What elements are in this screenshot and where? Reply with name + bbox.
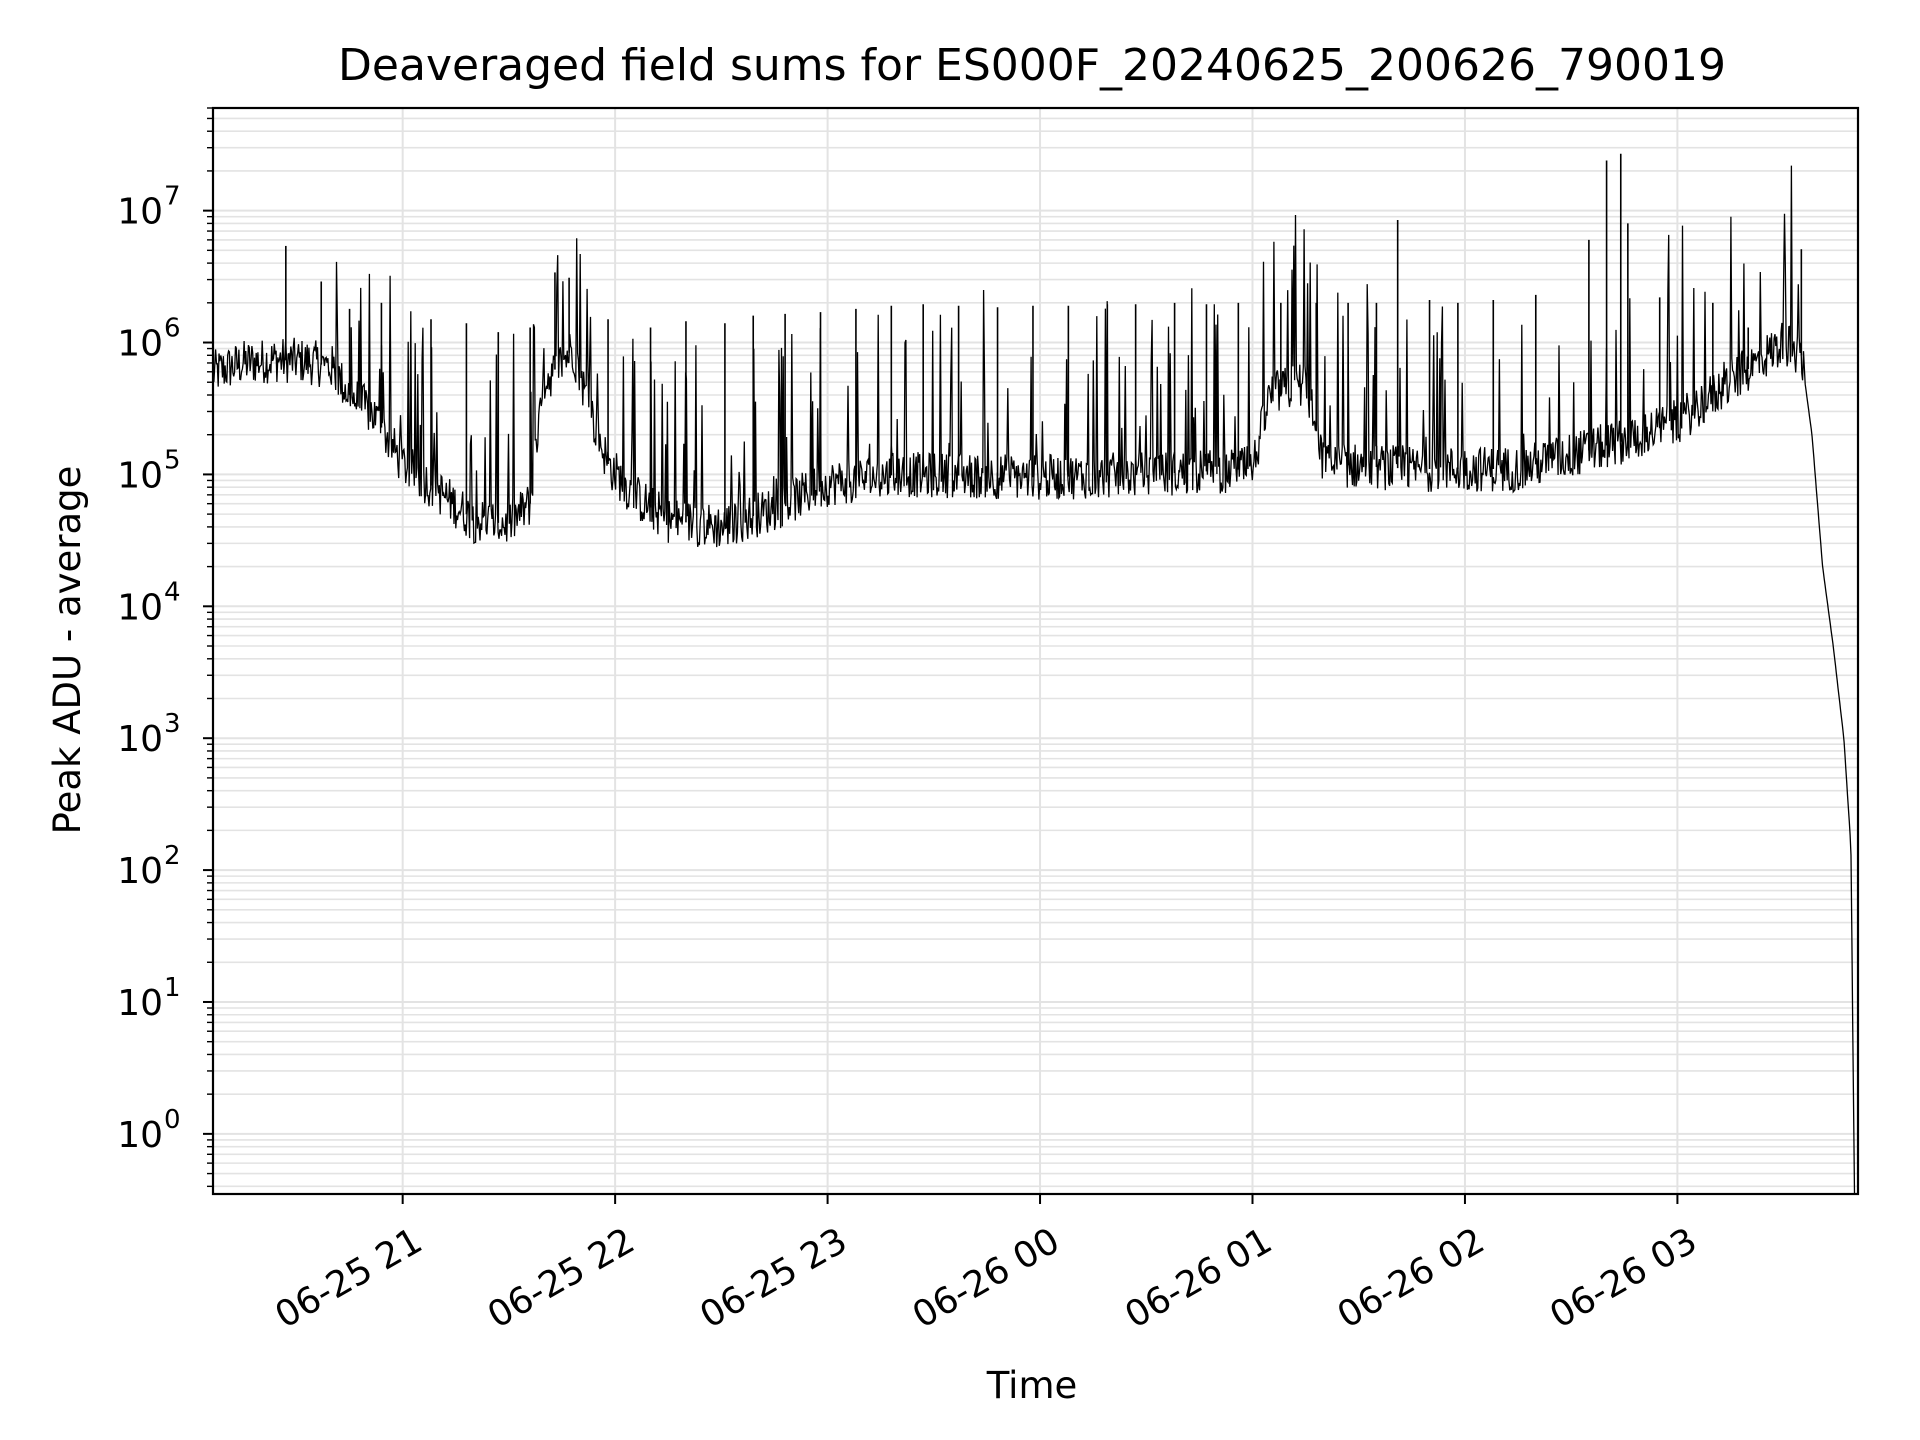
chart-title: Deaveraged field sums for ES000F_2024062… bbox=[338, 40, 1726, 91]
y-tick-label-exponent: 2 bbox=[164, 841, 181, 871]
y-tick-label: 10 bbox=[117, 192, 163, 233]
y-tick-label: 10 bbox=[117, 587, 163, 628]
plot-area bbox=[213, 153, 1856, 1194]
y-tick-label-exponent: 1 bbox=[164, 973, 181, 1003]
y-tick-label: 10 bbox=[117, 455, 163, 496]
y-tick-label: 10 bbox=[117, 851, 163, 892]
y-tick-label-exponent: 5 bbox=[164, 445, 181, 475]
y-tick-label-exponent: 7 bbox=[164, 182, 181, 212]
y-tick-label: 10 bbox=[117, 1115, 163, 1156]
major-grid bbox=[213, 108, 1858, 1194]
series-line bbox=[213, 165, 1856, 1194]
minor-grid bbox=[207, 107, 1858, 1188]
y-tick-label: 10 bbox=[117, 324, 163, 365]
y-tick-label-exponent: 6 bbox=[164, 314, 181, 344]
y-tick-label: 10 bbox=[117, 983, 163, 1024]
plot-frame bbox=[211, 106, 1860, 1196]
y-tick-label-exponent: 3 bbox=[164, 709, 181, 739]
x-axis-label: Time bbox=[986, 1364, 1078, 1407]
y-tick-label-exponent: 0 bbox=[164, 1105, 181, 1135]
y-tick-label-exponent: 4 bbox=[164, 577, 181, 607]
y-tick-label: 10 bbox=[117, 719, 163, 760]
y-axis-label: Peak ADU - average bbox=[46, 466, 89, 835]
